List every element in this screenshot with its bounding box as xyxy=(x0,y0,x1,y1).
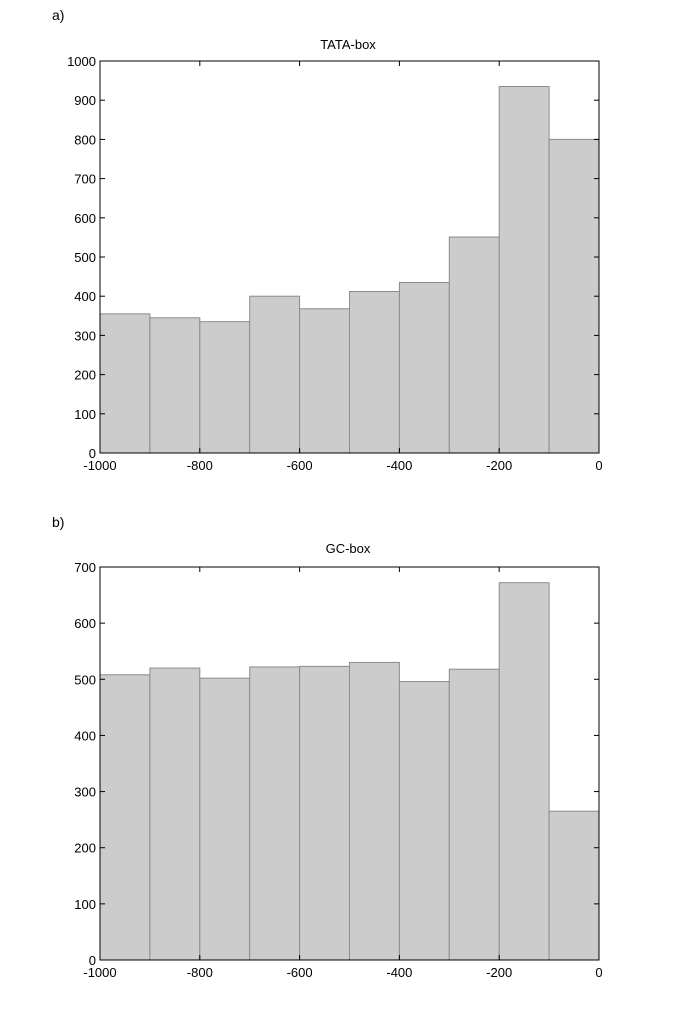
x-tick-label-gc-box--800: -800 xyxy=(187,965,213,980)
histogram-bar-tata-box-2 xyxy=(149,317,201,454)
x-tick-label-gc-box--1000: -1000 xyxy=(83,965,116,980)
plot-area-gc-box: 0 100 200 300 400 500 600 700 -1000 -800 -600 -400 -… xyxy=(74,560,602,980)
axes-frame-gc-box xyxy=(99,566,600,961)
x-tick-label-tata-box-0: 0 xyxy=(595,458,602,473)
y-tick-label-gc-box-200: 200 xyxy=(74,841,96,856)
panel-a-tata-box: a) TATA-box 0 100 200 300 400 500 600 700 800 900… xyxy=(52,7,603,473)
y-tick-label-tata-box-1000: 1000 xyxy=(67,54,96,69)
chart-title-gc-box: GC-box xyxy=(326,541,371,556)
histogram-bar-tata-box-7 xyxy=(398,281,450,454)
y-tick-label-tata-box-100: 100 xyxy=(74,407,96,422)
y-tick-label-tata-box-300: 300 xyxy=(74,328,96,343)
panel-label-a: a) xyxy=(52,7,64,23)
histogram-bar-tata-box-10 xyxy=(548,138,600,454)
histogram-bar-gc-box-8 xyxy=(448,668,500,961)
histogram-bar-gc-box-10 xyxy=(548,810,600,961)
histogram-bar-gc-box-2 xyxy=(149,667,201,961)
histogram-bar-tata-box-1 xyxy=(99,313,151,454)
chart-title-tata-box: TATA-box xyxy=(320,37,376,52)
histogram-bar-gc-box-9 xyxy=(498,582,550,961)
y-tick-label-tata-box-700: 700 xyxy=(74,172,96,187)
y-tick-label-tata-box-900: 900 xyxy=(74,93,96,108)
y-tick-label-gc-box-0: 0 xyxy=(89,953,96,968)
x-tick-label-tata-box--400: -400 xyxy=(386,458,412,473)
y-tick-label-gc-box-500: 500 xyxy=(74,672,96,687)
histogram-bar-gc-box-4 xyxy=(249,666,301,961)
x-tick-label-gc-box--600: -600 xyxy=(287,965,313,980)
histogram-bar-tata-box-4 xyxy=(249,295,301,454)
histogram-bar-gc-box-1 xyxy=(99,674,151,961)
x-tick-label-gc-box--400: -400 xyxy=(386,965,412,980)
histogram-bar-gc-box-5 xyxy=(299,665,351,961)
panel-label-b: b) xyxy=(52,514,64,530)
y-tick-label-tata-box-400: 400 xyxy=(74,289,96,304)
histogram-bar-gc-box-6 xyxy=(349,661,400,961)
y-tick-label-gc-box-100: 100 xyxy=(74,897,96,912)
x-tick-label-tata-box--200: -200 xyxy=(486,458,512,473)
histogram-bar-tata-box-3 xyxy=(199,321,251,454)
x-tick-label-gc-box--200: -200 xyxy=(486,965,512,980)
x-tick-label-gc-box-0: 0 xyxy=(595,965,602,980)
y-tick-label-tata-box-500: 500 xyxy=(74,250,96,265)
histogram-bar-tata-box-8 xyxy=(448,236,500,454)
histogram-bar-gc-box-3 xyxy=(199,677,251,961)
histogram-bar-tata-box-5 xyxy=(299,308,351,454)
y-tick-label-gc-box-600: 600 xyxy=(74,616,96,631)
y-tick-label-tata-box-600: 600 xyxy=(74,211,96,226)
y-tick-label-tata-box-200: 200 xyxy=(74,368,96,383)
x-tick-label-tata-box--1000: -1000 xyxy=(83,458,116,473)
y-tick-label-gc-box-700: 700 xyxy=(74,560,96,575)
y-tick-label-tata-box-0: 0 xyxy=(89,446,96,461)
plot-area-tata-box: 0 100 200 300 400 500 600 700 800 900 1000 -1000 -80… xyxy=(67,54,603,473)
histogram-bar-tata-box-6 xyxy=(349,290,400,454)
histogram-bar-gc-box-7 xyxy=(398,681,450,961)
x-tick-label-tata-box--600: -600 xyxy=(287,458,313,473)
y-tick-label-tata-box-800: 800 xyxy=(74,132,96,147)
y-tick-label-gc-box-400: 400 xyxy=(74,728,96,743)
y-tick-label-gc-box-300: 300 xyxy=(74,785,96,800)
x-tick-label-tata-box--800: -800 xyxy=(187,458,213,473)
panel-b-gc-box: b) GC-box 0 100 200 300 400 500 600 700 -1000 -80… xyxy=(52,514,603,980)
histogram-bar-tata-box-9 xyxy=(498,85,550,454)
